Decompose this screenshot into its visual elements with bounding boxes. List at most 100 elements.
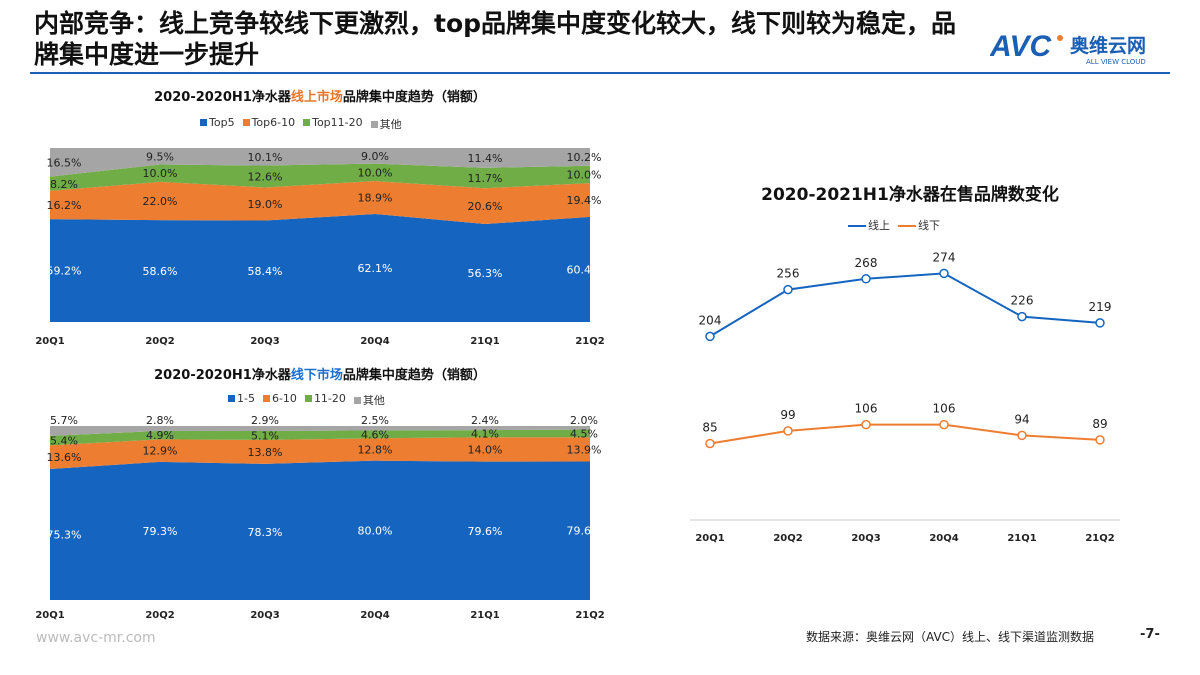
data-label: 256 — [777, 267, 800, 281]
data-label: 268 — [855, 256, 878, 270]
avc-logo: AVC 奥维云网 ALL VIEW CLOUD — [990, 26, 1180, 70]
x-tick-label: 21Q1 — [470, 610, 499, 621]
offline-chart-title: 2020-2020H1净水器线下市场品牌集中度趋势（销额） — [60, 364, 580, 383]
data-point — [939, 419, 949, 430]
data-point — [1017, 311, 1027, 322]
legend-item: Top6-10 — [242, 116, 295, 132]
legend-marker — [370, 121, 378, 128]
data-label: 58.6% — [143, 265, 178, 278]
legend-item: 其他 — [353, 392, 385, 408]
line-线下 — [709, 423, 1101, 445]
data-label: 13.8% — [248, 446, 283, 459]
data-label: 60.4% — [567, 263, 602, 276]
data-label: 106 — [933, 402, 956, 416]
area-Top11-20 — [50, 163, 590, 191]
legend-marker — [303, 119, 311, 126]
data-label: 56.3% — [468, 267, 503, 280]
data-label: 22.0% — [143, 195, 178, 208]
data-label: 204 — [699, 313, 722, 327]
data-label: 2.5% — [361, 414, 389, 427]
data-label: 9.5% — [146, 150, 174, 163]
legend-item: 线上 — [848, 217, 890, 233]
online-chart-title: 2020-2020H1净水器线上市场品牌集中度趋势（销额） — [60, 86, 580, 105]
data-label: 80.0% — [358, 524, 393, 537]
x-tick-label: 20Q3 — [851, 533, 880, 544]
x-tick-label: 20Q3 — [250, 610, 279, 621]
data-label: 79.3% — [143, 525, 178, 538]
x-tick-label: 21Q2 — [1085, 533, 1114, 544]
data-label: 62.1% — [358, 262, 393, 275]
area-6-10 — [50, 437, 590, 469]
x-tick-label: 21Q2 — [575, 336, 604, 347]
title-divider — [30, 72, 1170, 74]
data-label: 10.0% — [358, 166, 393, 179]
data-label: 10.0% — [567, 168, 602, 181]
data-point — [1095, 318, 1105, 328]
legend-item: Top11-20 — [303, 116, 363, 132]
x-tick-label: 21Q1 — [1007, 533, 1036, 544]
title-highlight: 线下市场 — [290, 368, 343, 383]
legend-marker — [353, 397, 361, 404]
data-label: 11.7% — [468, 172, 503, 185]
data-label: 14.0% — [468, 443, 503, 456]
data-label: 5.4% — [50, 435, 78, 448]
x-tick-label: 20Q2 — [773, 533, 802, 544]
area-Top6-10 — [50, 181, 590, 225]
data-label: 2.0% — [570, 414, 598, 427]
data-label: 274 — [933, 250, 956, 264]
data-label: 4.5% — [570, 427, 598, 440]
brand-count-chart-title: 2020-2021H1净水器在售品牌数变化 — [761, 185, 1059, 205]
data-label: 12.9% — [143, 445, 178, 458]
data-label: 226 — [1011, 294, 1034, 308]
legend-marker — [242, 119, 250, 126]
data-label: 10.2% — [567, 151, 602, 164]
data-label: 12.6% — [248, 171, 283, 184]
data-point — [783, 426, 793, 436]
x-tick-label: 20Q3 — [250, 336, 279, 347]
x-tick-label: 20Q1 — [695, 533, 724, 544]
data-label: 19.4% — [567, 194, 602, 207]
data-label: 20.6% — [468, 200, 503, 213]
data-label: 4.6% — [361, 428, 389, 441]
area-其他 — [50, 426, 590, 436]
legend-item: 6-10 — [262, 392, 297, 408]
area-11-20 — [50, 429, 590, 446]
data-label: 75.3% — [47, 528, 82, 541]
online-legend: Top5 Top6-10 Top11-20 其他 — [200, 116, 402, 132]
data-label: 16.2% — [47, 199, 82, 212]
data-label: 4.1% — [471, 428, 499, 441]
title-part: 品牌集中度趋势（销额） — [342, 90, 486, 105]
data-point — [1095, 435, 1105, 445]
data-label: 79.6% — [567, 525, 602, 538]
x-tick-label: 20Q4 — [929, 533, 958, 544]
x-tick-label: 20Q1 — [35, 610, 64, 621]
data-point — [705, 438, 715, 449]
legend-marker — [228, 395, 235, 402]
data-label: 79.6% — [468, 525, 503, 538]
data-label: 106 — [855, 402, 878, 416]
data-label: 2.9% — [251, 414, 279, 427]
title-highlight: 线上市场 — [290, 90, 343, 105]
data-label: 12.8% — [358, 444, 393, 457]
data-point — [861, 274, 871, 284]
data-label: 8.2% — [50, 178, 78, 191]
data-label: 11.4% — [468, 152, 503, 165]
data-label: 219 — [1089, 300, 1112, 314]
data-label: 13.9% — [567, 443, 602, 456]
data-label: 99 — [780, 408, 795, 422]
page-title: 内部竞争：线上竞争较线下更激烈，top品牌集中度变化较大，线下则较为稳定，品牌集… — [34, 9, 957, 69]
legend-marker — [898, 225, 916, 227]
data-point — [939, 268, 949, 279]
data-label: 13.6% — [47, 451, 82, 464]
x-tick-label: 21Q2 — [575, 610, 604, 621]
svg-text:ALL VIEW CLOUD: ALL VIEW CLOUD — [1086, 58, 1146, 66]
x-tick-label: 20Q4 — [360, 610, 389, 621]
data-label: 59.2% — [47, 265, 82, 278]
data-label: 58.4% — [248, 265, 283, 278]
data-point — [705, 331, 715, 342]
x-tick-label: 20Q1 — [35, 336, 64, 347]
data-label: 9.0% — [361, 150, 389, 163]
area-Top5 — [50, 213, 590, 322]
legend-item: 11-20 — [304, 392, 346, 408]
